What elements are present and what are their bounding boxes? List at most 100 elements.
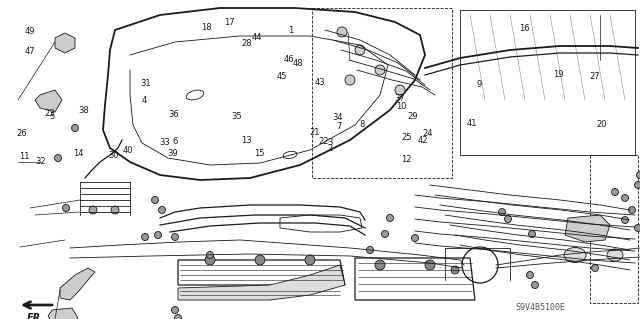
Text: 20: 20 [596, 120, 607, 129]
Ellipse shape [634, 225, 640, 232]
Ellipse shape [529, 231, 536, 238]
Text: FR.: FR. [27, 313, 45, 319]
Ellipse shape [172, 234, 179, 241]
Text: 27: 27 [590, 72, 600, 81]
Circle shape [345, 75, 355, 85]
Ellipse shape [63, 204, 70, 211]
Circle shape [375, 65, 385, 75]
Ellipse shape [154, 232, 161, 239]
Text: 18: 18 [201, 23, 211, 32]
Circle shape [375, 260, 385, 270]
Text: 6: 6 [172, 137, 177, 146]
Text: 11: 11 [19, 152, 29, 161]
Polygon shape [565, 215, 610, 242]
Text: 7: 7 [337, 122, 342, 130]
Ellipse shape [611, 189, 618, 196]
Polygon shape [60, 268, 95, 300]
Ellipse shape [591, 264, 598, 271]
Text: 24: 24 [422, 129, 433, 138]
Text: 9: 9 [476, 80, 481, 89]
Ellipse shape [628, 206, 636, 213]
Text: 31: 31 [141, 79, 151, 88]
Text: 13: 13 [241, 136, 252, 145]
Circle shape [305, 255, 315, 265]
Ellipse shape [621, 195, 628, 202]
Text: 38: 38 [78, 106, 88, 115]
Text: S9V4B5100E: S9V4B5100E [515, 303, 565, 313]
Text: 39: 39 [168, 149, 178, 158]
Polygon shape [35, 90, 62, 112]
Text: 15: 15 [254, 149, 264, 158]
Text: 40: 40 [123, 146, 133, 155]
Ellipse shape [621, 217, 628, 224]
Text: 17: 17 [224, 19, 234, 27]
Ellipse shape [152, 197, 159, 204]
Circle shape [337, 27, 347, 37]
Ellipse shape [367, 247, 374, 254]
Text: 19: 19 [553, 70, 563, 79]
Ellipse shape [175, 315, 182, 319]
Text: 37: 37 [395, 94, 405, 103]
Text: 30: 30 [109, 151, 119, 160]
Bar [590, 155, 638, 303]
Ellipse shape [172, 307, 179, 314]
Circle shape [425, 260, 435, 270]
Ellipse shape [504, 216, 511, 222]
Text: 23: 23 [44, 109, 54, 118]
Ellipse shape [564, 248, 586, 263]
Text: 41: 41 [467, 119, 477, 128]
Polygon shape [48, 308, 78, 319]
Ellipse shape [54, 154, 61, 161]
Ellipse shape [141, 234, 148, 241]
Text: 12: 12 [401, 155, 412, 164]
Ellipse shape [527, 271, 534, 278]
Ellipse shape [207, 251, 214, 258]
Text: 10: 10 [396, 102, 406, 111]
Text: 28: 28 [241, 39, 252, 48]
Text: 36: 36 [169, 110, 179, 119]
Text: 14: 14 [74, 149, 84, 158]
Text: 5: 5 [50, 112, 55, 121]
Ellipse shape [412, 234, 419, 241]
Text: 49: 49 [25, 27, 35, 36]
Ellipse shape [387, 214, 394, 221]
Circle shape [111, 206, 119, 214]
Text: 1: 1 [289, 26, 294, 35]
Circle shape [451, 266, 459, 274]
Polygon shape [55, 33, 75, 53]
Text: 2: 2 [327, 144, 332, 153]
Text: 34: 34 [333, 113, 343, 122]
Text: 48: 48 [292, 59, 303, 68]
Text: 4: 4 [141, 96, 147, 105]
Text: 43: 43 [315, 78, 325, 87]
Text: 33: 33 [159, 138, 170, 147]
Text: 45: 45 [276, 72, 287, 81]
Ellipse shape [607, 249, 623, 261]
Circle shape [395, 85, 405, 95]
Text: 32: 32 [35, 157, 45, 166]
Circle shape [205, 255, 215, 265]
Ellipse shape [637, 172, 640, 179]
Text: 22: 22 [318, 137, 328, 146]
Ellipse shape [499, 209, 506, 216]
Text: 35: 35 [232, 112, 242, 121]
Text: 42: 42 [417, 136, 428, 145]
Text: 46: 46 [284, 56, 294, 64]
Ellipse shape [381, 231, 388, 238]
Circle shape [255, 255, 265, 265]
Polygon shape [178, 265, 345, 300]
Text: 3: 3 [327, 138, 332, 147]
Text: 21: 21 [310, 128, 320, 137]
Circle shape [355, 45, 365, 55]
Text: 26: 26 [17, 130, 27, 138]
Ellipse shape [159, 206, 166, 213]
Ellipse shape [531, 281, 538, 288]
Ellipse shape [72, 124, 79, 131]
Ellipse shape [634, 182, 640, 189]
Text: 8: 8 [359, 120, 364, 129]
Circle shape [89, 206, 97, 214]
Text: 29: 29 [408, 112, 418, 121]
Text: 47: 47 [25, 47, 35, 56]
Text: 16: 16 [520, 24, 530, 33]
Bar [312, 8, 452, 178]
